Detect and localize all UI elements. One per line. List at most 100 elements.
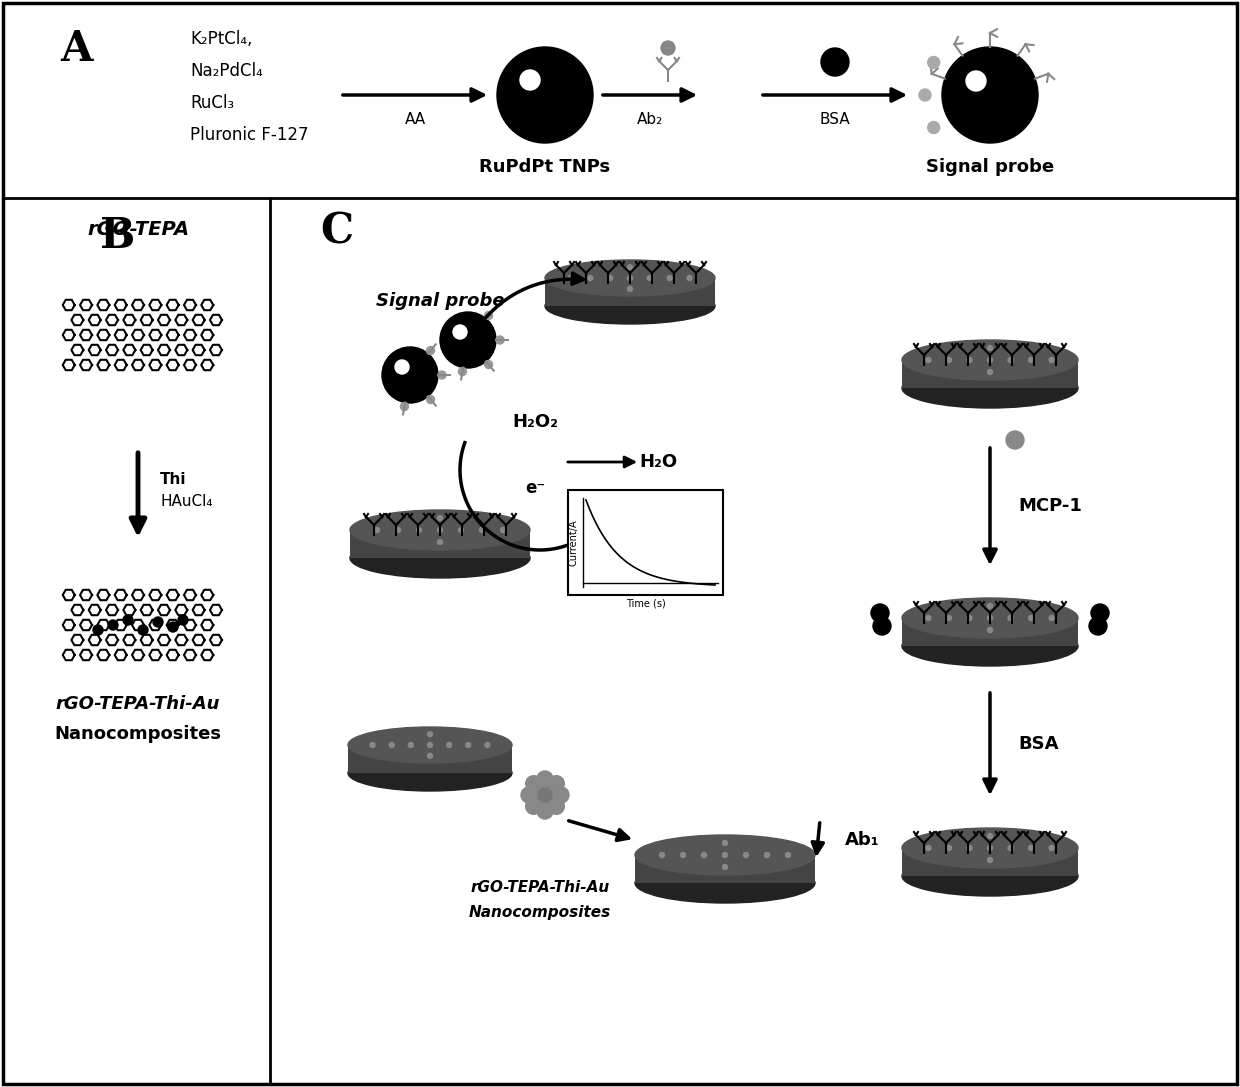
FancyBboxPatch shape [901, 848, 1078, 876]
Ellipse shape [348, 727, 512, 763]
Circle shape [553, 787, 569, 803]
Circle shape [153, 617, 162, 627]
Text: Current/A: Current/A [568, 520, 578, 566]
Circle shape [370, 742, 374, 748]
Circle shape [537, 803, 553, 819]
Circle shape [123, 615, 133, 625]
Circle shape [926, 358, 931, 362]
Circle shape [765, 852, 770, 858]
Text: Nanocomposites: Nanocomposites [469, 905, 611, 920]
Circle shape [627, 286, 632, 291]
Ellipse shape [901, 368, 1078, 408]
Circle shape [417, 527, 422, 533]
Text: B: B [100, 215, 135, 257]
Circle shape [870, 604, 889, 622]
Circle shape [667, 275, 672, 280]
Circle shape [382, 347, 438, 403]
FancyBboxPatch shape [546, 278, 715, 307]
Bar [568, 490, 723, 595]
Circle shape [548, 776, 564, 791]
Circle shape [987, 615, 992, 621]
Circle shape [987, 370, 992, 375]
Circle shape [1028, 846, 1034, 850]
Text: Pluronic F-127: Pluronic F-127 [190, 126, 309, 143]
Circle shape [942, 47, 1038, 143]
Text: RuCl₃: RuCl₃ [190, 93, 234, 112]
Circle shape [627, 275, 632, 280]
Ellipse shape [635, 835, 815, 875]
Circle shape [926, 846, 931, 850]
Text: Signal probe: Signal probe [376, 292, 505, 310]
Circle shape [946, 615, 951, 621]
Circle shape [521, 787, 537, 803]
Ellipse shape [546, 288, 715, 324]
Circle shape [438, 539, 443, 545]
Circle shape [588, 275, 593, 280]
FancyBboxPatch shape [635, 855, 815, 883]
Circle shape [396, 527, 401, 533]
Circle shape [520, 70, 539, 90]
Circle shape [485, 742, 490, 748]
FancyBboxPatch shape [901, 360, 1078, 388]
Circle shape [466, 742, 471, 748]
FancyBboxPatch shape [348, 745, 512, 773]
Circle shape [1091, 604, 1109, 622]
Circle shape [946, 358, 951, 362]
Ellipse shape [635, 863, 815, 903]
Text: BSA: BSA [820, 112, 851, 127]
Text: Ab₁: Ab₁ [844, 830, 879, 849]
Ellipse shape [901, 828, 1078, 869]
Text: K₂PtCl₄,: K₂PtCl₄, [190, 30, 253, 48]
Text: Nanocomposites: Nanocomposites [55, 725, 222, 744]
Circle shape [1006, 432, 1024, 449]
Text: rGO-TEPA: rGO-TEPA [87, 220, 188, 239]
Circle shape [967, 615, 972, 621]
Circle shape [438, 515, 443, 521]
Circle shape [408, 742, 413, 748]
Circle shape [723, 840, 728, 846]
Circle shape [453, 325, 467, 339]
Circle shape [928, 122, 940, 134]
Circle shape [987, 358, 992, 362]
Circle shape [661, 41, 675, 55]
Circle shape [967, 358, 972, 362]
Circle shape [919, 89, 931, 101]
FancyBboxPatch shape [350, 530, 529, 558]
Circle shape [1049, 358, 1054, 362]
Text: Na₂PdCl₄: Na₂PdCl₄ [190, 62, 263, 80]
Text: Thi: Thi [160, 473, 186, 487]
Circle shape [440, 312, 496, 368]
Circle shape [1089, 617, 1107, 635]
Circle shape [785, 852, 791, 858]
Circle shape [446, 742, 451, 748]
Text: RuPdPt TNPs: RuPdPt TNPs [480, 158, 610, 176]
Ellipse shape [901, 340, 1078, 380]
Circle shape [438, 527, 443, 533]
Circle shape [926, 615, 931, 621]
Circle shape [534, 785, 556, 805]
Text: A: A [60, 28, 92, 70]
Circle shape [608, 275, 613, 280]
Circle shape [660, 852, 665, 858]
Circle shape [108, 620, 118, 630]
Text: BSA: BSA [1018, 735, 1059, 753]
Text: rGO-TEPA-Thi-Au: rGO-TEPA-Thi-Au [56, 695, 221, 713]
Circle shape [167, 622, 179, 632]
Ellipse shape [901, 855, 1078, 896]
Circle shape [428, 753, 433, 759]
Ellipse shape [546, 260, 715, 296]
Text: Ab₂: Ab₂ [637, 112, 663, 127]
Circle shape [485, 361, 492, 368]
Circle shape [987, 834, 992, 838]
Circle shape [1008, 846, 1013, 850]
Circle shape [428, 742, 433, 748]
Text: HAuCl₄: HAuCl₄ [160, 495, 212, 510]
Circle shape [987, 627, 992, 633]
Circle shape [1049, 846, 1054, 850]
Circle shape [987, 846, 992, 850]
Text: rGO-TEPA-Thi-Au: rGO-TEPA-Thi-Au [470, 880, 610, 895]
Circle shape [427, 396, 434, 403]
Circle shape [459, 527, 464, 533]
Text: MCP-1: MCP-1 [1018, 497, 1081, 515]
Circle shape [568, 275, 573, 280]
